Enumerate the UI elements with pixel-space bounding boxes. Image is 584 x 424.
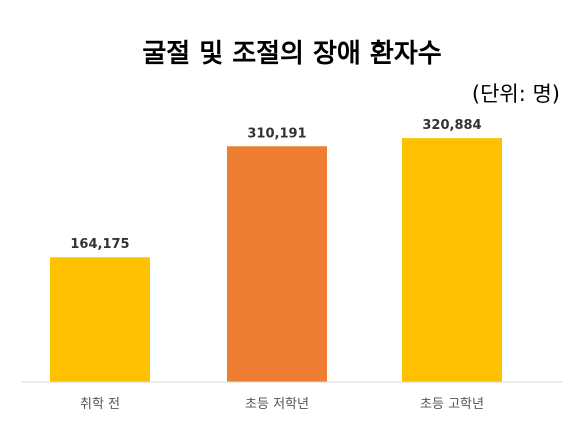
category-label-2: 초등 저학년 <box>245 397 309 412</box>
category-label-1: 취학 전 <box>80 397 120 412</box>
bar-value-label-1: 164,175 <box>70 237 129 252</box>
bars-group <box>50 138 502 382</box>
bar-2 <box>227 146 327 382</box>
unit-label: (단위: 명) <box>472 82 560 106</box>
labels-group: 164,175 취학 전 310,191 초등 저학년 320,884 초등 고학년 <box>70 118 484 412</box>
bar-1 <box>50 257 150 382</box>
bar-value-label-2: 310,191 <box>247 126 306 141</box>
bar-3 <box>402 138 502 382</box>
category-label-3: 초등 고학년 <box>420 397 484 412</box>
chart-title: 굴절 및 조절의 장애 환자수 <box>142 39 441 69</box>
bar-value-label-3: 320,884 <box>422 118 481 133</box>
